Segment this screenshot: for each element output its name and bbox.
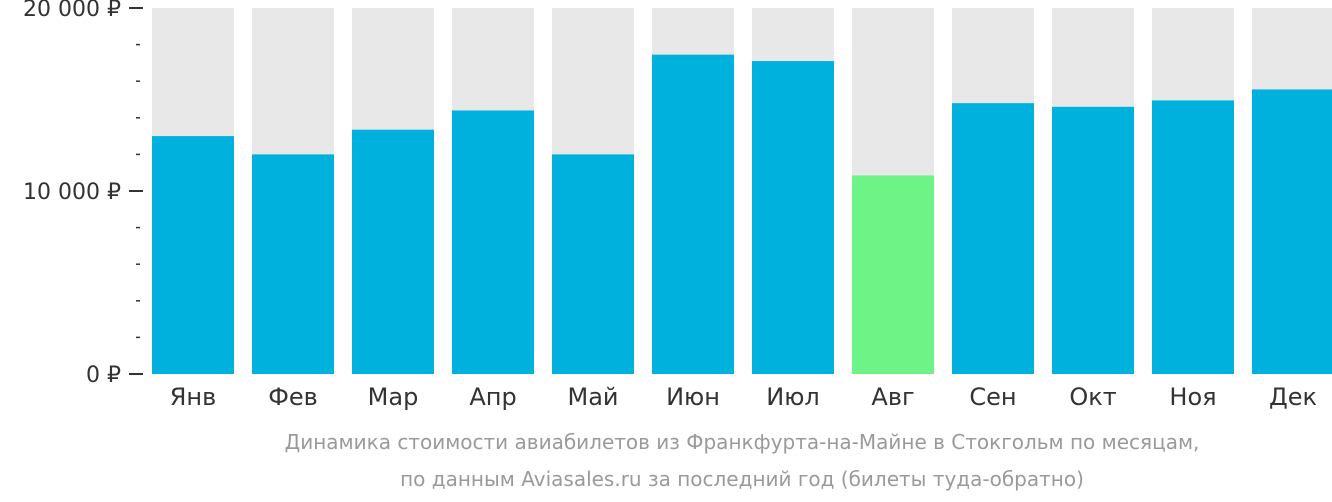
bar-2 [252, 154, 334, 374]
x-tick-label: Фев [268, 383, 318, 411]
bar-6 [652, 54, 734, 374]
bar-12 [1252, 89, 1332, 374]
x-tick-label: Дек [1269, 383, 1317, 411]
x-tick-label: Сен [969, 383, 1016, 411]
bar-4 [452, 110, 534, 374]
x-tick-label: Июл [766, 383, 820, 411]
x-tick-label: Янв [170, 383, 217, 411]
x-tick-label: Апр [469, 383, 516, 411]
x-tick-label: Июн [666, 383, 720, 411]
chart-subtitle: по данным Aviasales.ru за последний год … [400, 467, 1084, 491]
bar-9 [952, 103, 1034, 374]
x-tick-label: Мар [368, 383, 419, 411]
bar-10 [1052, 106, 1134, 374]
x-tick-label: Ноя [1169, 383, 1216, 411]
bar-3 [352, 129, 434, 374]
bar-11 [1152, 100, 1234, 374]
y-tick-label: 10 000 ₽ [23, 180, 121, 205]
x-tick-label: Окт [1069, 383, 1116, 411]
y-tick-label: 20 000 ₽ [23, 0, 121, 22]
x-tick-label: Май [567, 383, 618, 411]
bar-8 [852, 175, 934, 374]
bar-7 [752, 61, 834, 374]
bar-1 [152, 136, 234, 374]
y-tick-label: 0 ₽ [86, 363, 121, 388]
bar-5 [552, 154, 634, 374]
price-chart: 0 ₽ 10 000 ₽ 20 000 ₽ Янв Фев Мар Апр Май Июн Июл… [23, 0, 1332, 411]
chart-title: Динамика стоимости авиабилетов из Франкф… [284, 430, 1200, 454]
x-tick-label: Авг [871, 383, 914, 411]
